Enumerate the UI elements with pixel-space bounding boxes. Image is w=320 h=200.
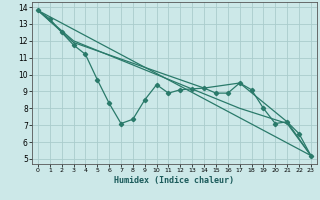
- X-axis label: Humidex (Indice chaleur): Humidex (Indice chaleur): [115, 176, 234, 185]
